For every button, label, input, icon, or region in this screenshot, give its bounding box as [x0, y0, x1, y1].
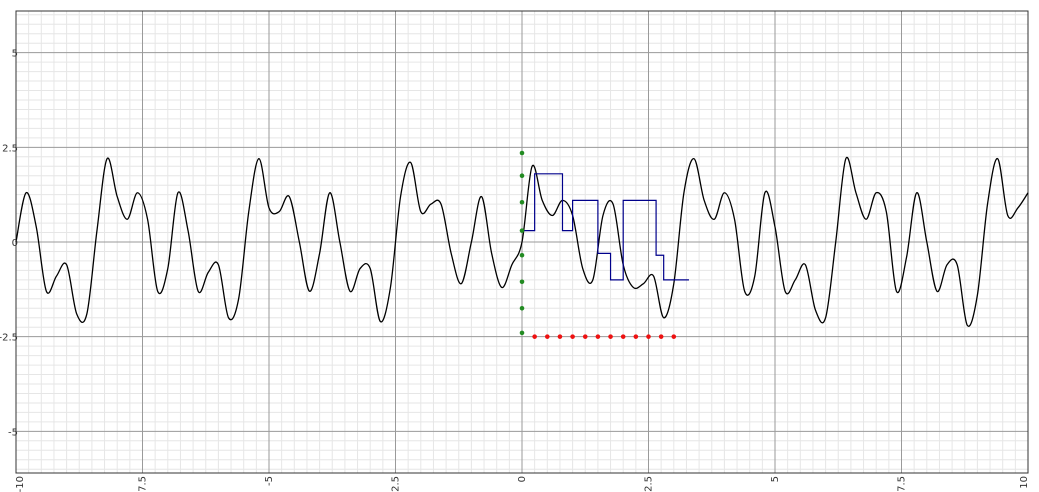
y-tick-label: -2.5 — [0, 333, 18, 344]
x-tick-label: 7.5 — [897, 476, 908, 492]
y-tick-labels: 5 2.5 0 -2.5 -5 — [0, 49, 18, 439]
y-tick-label: 2.5 — [2, 143, 18, 154]
x-tick-label: 5 — [770, 476, 781, 482]
red-point — [633, 334, 639, 339]
x-tick-label: 2.5 — [644, 476, 655, 492]
green-point — [519, 252, 525, 258]
x-tick-label: -7.5 — [138, 476, 149, 492]
green-point — [519, 150, 525, 156]
green-point — [519, 330, 525, 336]
red-point — [671, 334, 677, 339]
x-tick-labels: -10 -7.5 -5 -2.5 0 2.5 5 7.5 10 — [15, 476, 1030, 492]
series-layer — [15, 150, 1029, 339]
red-point — [620, 334, 626, 339]
step-function-line — [522, 173, 689, 281]
x-tick-label: -2.5 — [391, 476, 402, 492]
red-point — [608, 334, 613, 339]
green-point — [519, 199, 525, 205]
green-point — [519, 305, 525, 311]
red-point — [557, 334, 563, 339]
y-tick-label: -5 — [8, 427, 18, 438]
red-point — [570, 334, 575, 339]
red-point — [595, 334, 601, 339]
green-point — [519, 279, 525, 285]
y-tick-label: 5 — [12, 49, 18, 60]
red-point — [582, 334, 588, 339]
red-point — [545, 334, 550, 339]
x-tick-label: 10 — [1019, 476, 1030, 489]
red-point — [658, 334, 664, 339]
y-tick-label: 0 — [12, 238, 18, 249]
red-point — [532, 334, 537, 339]
x-tick-label: 0 — [517, 476, 528, 482]
green-point — [519, 228, 525, 233]
x-tick-label: -10 — [15, 476, 26, 492]
x-tick-label: -5 — [264, 476, 275, 486]
green-point — [519, 173, 525, 179]
red-point — [646, 334, 651, 339]
